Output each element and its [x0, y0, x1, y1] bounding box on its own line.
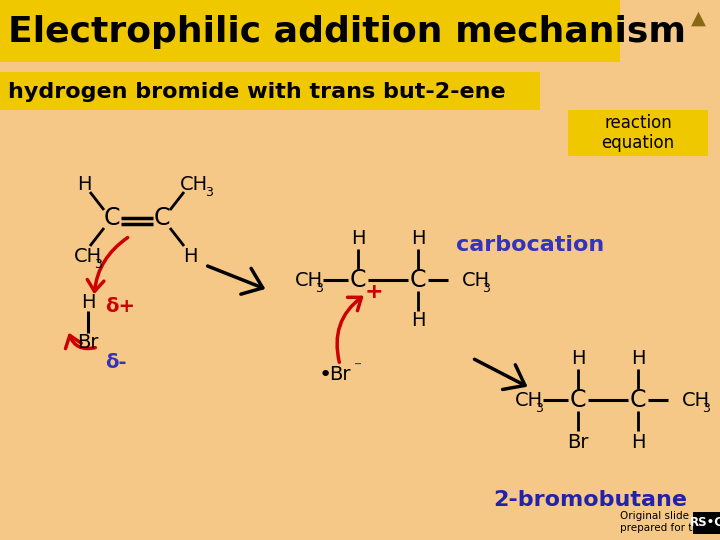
Text: ⁻: ⁻ [354, 360, 362, 375]
Text: C: C [570, 388, 586, 412]
Text: C: C [350, 268, 366, 292]
Text: 2-bromobutane: 2-bromobutane [493, 490, 687, 510]
Text: H: H [631, 434, 645, 453]
Text: Br: Br [329, 366, 351, 384]
Text: reaction
equation: reaction equation [601, 113, 675, 152]
Text: CH: CH [682, 390, 710, 409]
Bar [693, 512, 720, 534]
Text: CH: CH [462, 271, 490, 289]
Text: +: + [365, 282, 383, 302]
FancyArrowPatch shape [87, 238, 127, 292]
Bar [568, 110, 708, 156]
Text: H: H [631, 349, 645, 368]
Text: CH: CH [180, 174, 208, 193]
Text: H: H [77, 174, 91, 193]
Text: 3: 3 [205, 186, 213, 199]
Text: Electrophilic addition mechanism: Electrophilic addition mechanism [8, 15, 686, 49]
Text: H: H [183, 246, 197, 266]
Text: 3: 3 [315, 281, 323, 294]
FancyArrowPatch shape [474, 359, 525, 389]
Text: δ-: δ- [105, 353, 127, 372]
Text: H: H [351, 230, 365, 248]
FancyArrowPatch shape [207, 266, 263, 294]
Text: CH: CH [295, 271, 323, 289]
Bar [0, 72, 540, 110]
Text: RS•C: RS•C [690, 516, 720, 530]
Text: 3: 3 [94, 258, 102, 271]
Text: H: H [410, 312, 426, 330]
Text: 3: 3 [702, 402, 710, 415]
Text: ▲: ▲ [690, 9, 706, 28]
Text: C: C [104, 206, 120, 230]
Text: H: H [571, 349, 585, 368]
Text: hydrogen bromide with trans but-2-ene: hydrogen bromide with trans but-2-ene [8, 82, 505, 102]
Text: Br: Br [567, 434, 589, 453]
Text: 3: 3 [482, 281, 490, 294]
FancyArrowPatch shape [66, 335, 95, 349]
Text: 3: 3 [535, 402, 543, 415]
Text: carbocation: carbocation [456, 235, 604, 255]
Text: C: C [630, 388, 647, 412]
Text: δ+: δ+ [105, 298, 135, 316]
Text: H: H [410, 230, 426, 248]
Text: •: • [318, 365, 332, 385]
Text: C: C [154, 206, 170, 230]
Bar [0, 0, 620, 62]
Text: C: C [410, 268, 426, 292]
Text: Original slide
prepared for the: Original slide prepared for the [620, 511, 706, 533]
Text: CH: CH [74, 246, 102, 266]
FancyArrowPatch shape [337, 298, 361, 362]
Text: H: H [81, 293, 95, 312]
Text: CH: CH [515, 390, 543, 409]
Text: Br: Br [77, 333, 99, 352]
